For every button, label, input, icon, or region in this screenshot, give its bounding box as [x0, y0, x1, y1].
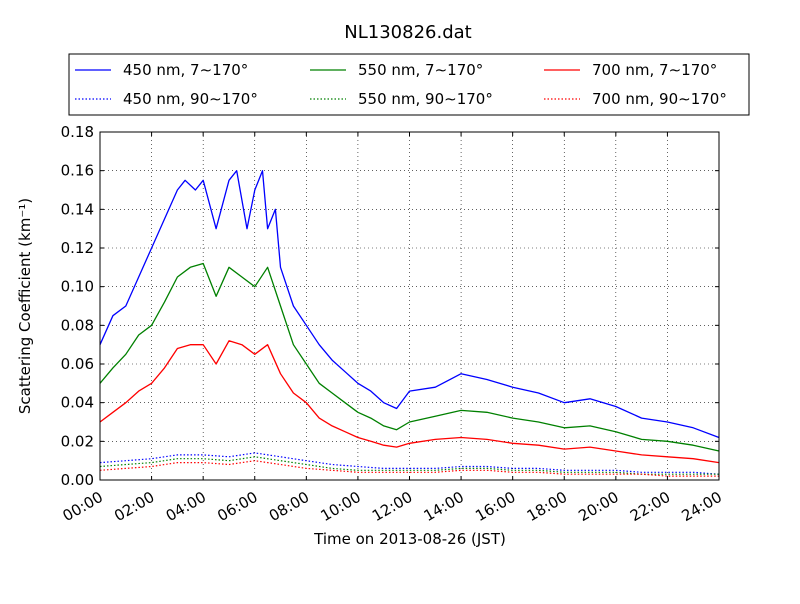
- y-tick-label: 0.10: [61, 278, 94, 296]
- series-line-4: [99, 456, 719, 475]
- series-line-0: [99, 170, 720, 439]
- y-tick-label: 0.16: [61, 162, 94, 180]
- x-tick-label: 06:00: [214, 488, 260, 525]
- x-tick-label: 08:00: [266, 488, 312, 525]
- legend-label-3: 450 nm, 90∼170°: [123, 90, 258, 108]
- x-tick-label: 02:00: [111, 488, 157, 525]
- legend-label-4: 550 nm, 90∼170°: [358, 90, 493, 108]
- x-tick-label: 20:00: [575, 488, 621, 525]
- x-tick-label: 18:00: [524, 488, 570, 525]
- x-tick-label: 12:00: [369, 488, 415, 525]
- y-tick-label: 0.00: [61, 471, 94, 489]
- series-line-1: [99, 262, 720, 452]
- legend-label-5: 700 nm, 90∼170°: [592, 90, 727, 108]
- grid-lines: [100, 132, 719, 480]
- y-tick-label: 0.04: [61, 394, 94, 412]
- y-tick-label: 0.06: [61, 355, 94, 373]
- legend-label-1: 550 nm, 7∼170°: [358, 61, 483, 79]
- x-tick-label: 00:00: [60, 488, 106, 525]
- y-tick-label: 0.14: [61, 200, 94, 218]
- y-tick-label: 0.12: [61, 239, 94, 257]
- x-tick-label: 22:00: [627, 488, 673, 525]
- x-tick-label: 16:00: [472, 488, 518, 525]
- y-tick-label: 0.02: [61, 432, 94, 450]
- x-axis-label: Time on 2013-08-26 (JST): [313, 530, 506, 548]
- series-layer: [99, 170, 720, 477]
- chart-title: NL130826.dat: [344, 22, 471, 43]
- y-axis-label: Scattering Coefficient (km⁻¹): [16, 198, 34, 414]
- x-tick-label: 24:00: [679, 488, 725, 525]
- series-line-2: [99, 340, 720, 464]
- x-tick-label: 14:00: [421, 488, 467, 525]
- y-tick-label: 0.18: [61, 123, 94, 141]
- legend-box: [68, 53, 750, 116]
- legend-label-2: 700 nm, 7∼170°: [592, 61, 717, 79]
- x-tick-label: 04:00: [163, 488, 209, 525]
- y-tick-label: 0.08: [61, 316, 94, 334]
- legend: 450 nm, 7∼170° 550 nm, 7∼170° 700 nm, 7∼17…: [68, 53, 750, 116]
- x-tick-label: 10:00: [317, 488, 363, 525]
- legend-label-0: 450 nm, 7∼170°: [123, 61, 248, 79]
